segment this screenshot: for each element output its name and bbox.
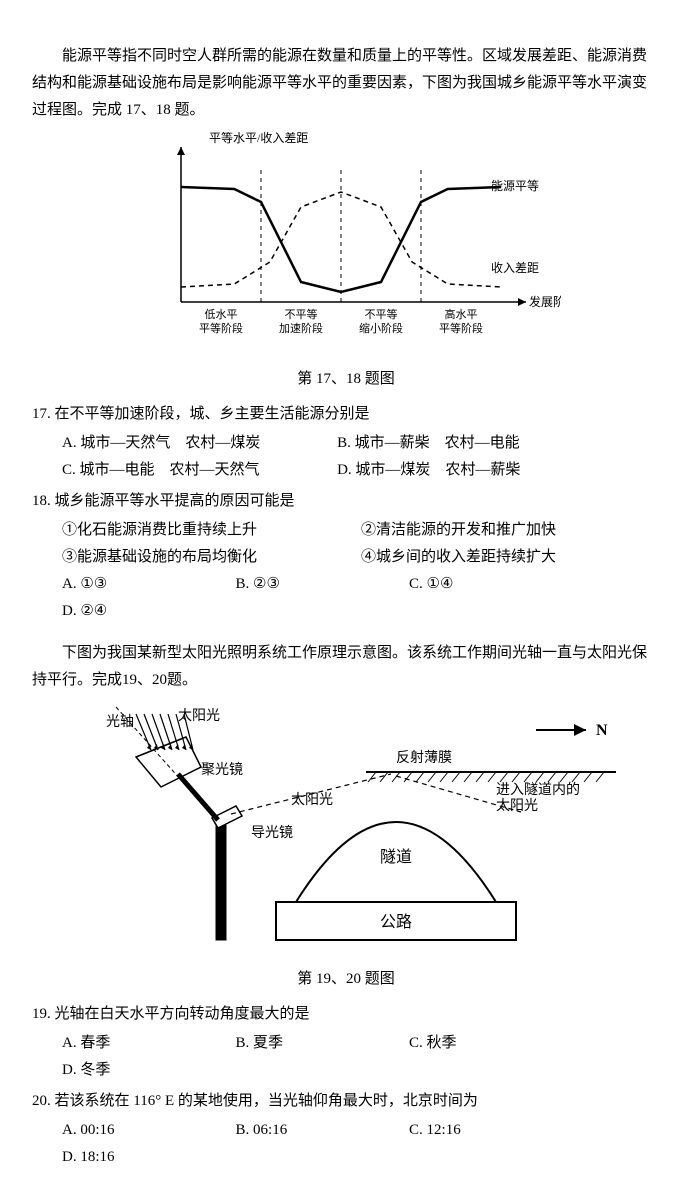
svg-text:缩小阶段: 缩小阶段 (359, 321, 403, 335)
q20-options: A. 00:16 B. 06:16 C. 12:16 D. 18:16 (62, 1117, 660, 1171)
svg-text:平等水平/收入差距: 平等水平/收入差距 (209, 132, 308, 145)
q17-options: A. 城市—天然气 农村—煤炭 B. 城市—薪柴 农村—电能 C. 城市—电能 … (62, 430, 660, 484)
figure-19-20: 公路隧道导光镜光轴太阳光聚光镜太阳光反射薄膜进入隧道内的太阳光N (32, 702, 660, 962)
svg-text:隧道: 隧道 (380, 848, 412, 866)
q18-s4: ④城乡间的收入差距持续扩大 (361, 544, 660, 571)
svg-text:太阳光: 太阳光 (496, 798, 538, 814)
q19-stem: 19. 光轴在白天水平方向转动角度最大的是 (32, 1001, 660, 1028)
svg-text:平等阶段: 平等阶段 (439, 321, 483, 335)
q20-opt-b: B. 06:16 (236, 1117, 380, 1144)
svg-text:反射薄膜: 反射薄膜 (396, 750, 452, 766)
q17-opt-c: C. 城市—电能 农村—天然气 (62, 457, 337, 484)
svg-text:低水平: 低水平 (205, 308, 238, 321)
q20-opt-c: C. 12:16 (409, 1117, 553, 1144)
svg-text:太阳光: 太阳光 (291, 792, 333, 808)
svg-text:进入隧道内的: 进入隧道内的 (496, 782, 580, 798)
q17-opt-d: D. 城市—煤炭 农村—薪柴 (337, 457, 612, 484)
figure2-caption: 第 19、20 题图 (32, 966, 660, 993)
svg-text:高水平: 高水平 (445, 307, 478, 321)
svg-text:导光镜: 导光镜 (251, 825, 293, 841)
svg-text:不平等: 不平等 (365, 307, 398, 321)
svg-text:平等阶段: 平等阶段 (199, 321, 243, 335)
q18-opt-c: C. ①④ (409, 571, 553, 598)
q18-opt-a: A. ①③ (62, 571, 206, 598)
chart2-svg: 公路隧道导光镜光轴太阳光聚光镜太阳光反射薄膜进入隧道内的太阳光N (66, 702, 626, 952)
q19-opt-a: A. 春季 (62, 1030, 206, 1057)
svg-text:加速阶段: 加速阶段 (279, 321, 323, 335)
q19-options: A. 春季 B. 夏季 C. 秋季 D. 冬季 (62, 1030, 660, 1084)
svg-text:不平等: 不平等 (285, 307, 318, 321)
q18-s1: ①化石能源消费比重持续上升 (62, 517, 361, 544)
svg-text:收入差距: 收入差距 (491, 261, 539, 275)
q18-s3: ③能源基础设施的布局均衡化 (62, 544, 361, 571)
q20-opt-a: A. 00:16 (62, 1117, 206, 1144)
svg-text:公路: 公路 (380, 913, 412, 931)
q20-opt-d: D. 18:16 (62, 1144, 206, 1171)
figure1-caption: 第 17、18 题图 (32, 366, 660, 393)
q17-stem: 17. 在不平等加速阶段，城、乡主要生活能源分别是 (32, 401, 660, 428)
q20-stem: 20. 若该系统在 116° E 的某地使用，当光轴仰角最大时，北京时间为 (32, 1088, 660, 1115)
q19-opt-d: D. 冬季 (62, 1057, 206, 1084)
q17-opt-a: A. 城市—天然气 农村—煤炭 (62, 430, 337, 457)
svg-text:N: N (596, 722, 608, 739)
svg-text:太阳光: 太阳光 (178, 708, 220, 724)
intro-paragraph: 能源平等指不同时空人群所需的能源在数量和质量上的平等性。区域发展差距、能源消费结… (32, 43, 660, 124)
q18-options: A. ①③ B. ②③ C. ①④ D. ②④ (62, 571, 660, 625)
q18-opt-b: B. ②③ (236, 571, 380, 598)
chart1-svg: 平等水平/收入差距发展阶段低水平平等阶段不平等加速阶段不平等缩小阶段高水平平等阶… (131, 132, 561, 352)
svg-text:发展阶段: 发展阶段 (529, 294, 561, 309)
svg-text:能源平等: 能源平等 (491, 179, 539, 193)
svg-text:光轴: 光轴 (106, 714, 134, 730)
q17-opt-b: B. 城市—薪柴 农村—电能 (337, 430, 612, 457)
intro2-paragraph: 下图为我国某新型太阳光照明系统工作原理示意图。该系统工作期间光轴一直与太阳光保持… (32, 640, 660, 694)
svg-text:聚光镜: 聚光镜 (201, 762, 243, 778)
figure-17-18: 平等水平/收入差距发展阶段低水平平等阶段不平等加速阶段不平等缩小阶段高水平平等阶… (32, 132, 660, 362)
q19-opt-b: B. 夏季 (236, 1030, 380, 1057)
q18-opt-d: D. ②④ (62, 598, 206, 625)
q18-subitems: ①化石能源消费比重持续上升 ②清洁能源的开发和推广加快 ③能源基础设施的布局均衡… (62, 517, 660, 571)
q19-opt-c: C. 秋季 (409, 1030, 553, 1057)
q18-stem: 18. 城乡能源平等水平提高的原因可能是 (32, 488, 660, 515)
q18-s2: ②清洁能源的开发和推广加快 (361, 517, 660, 544)
